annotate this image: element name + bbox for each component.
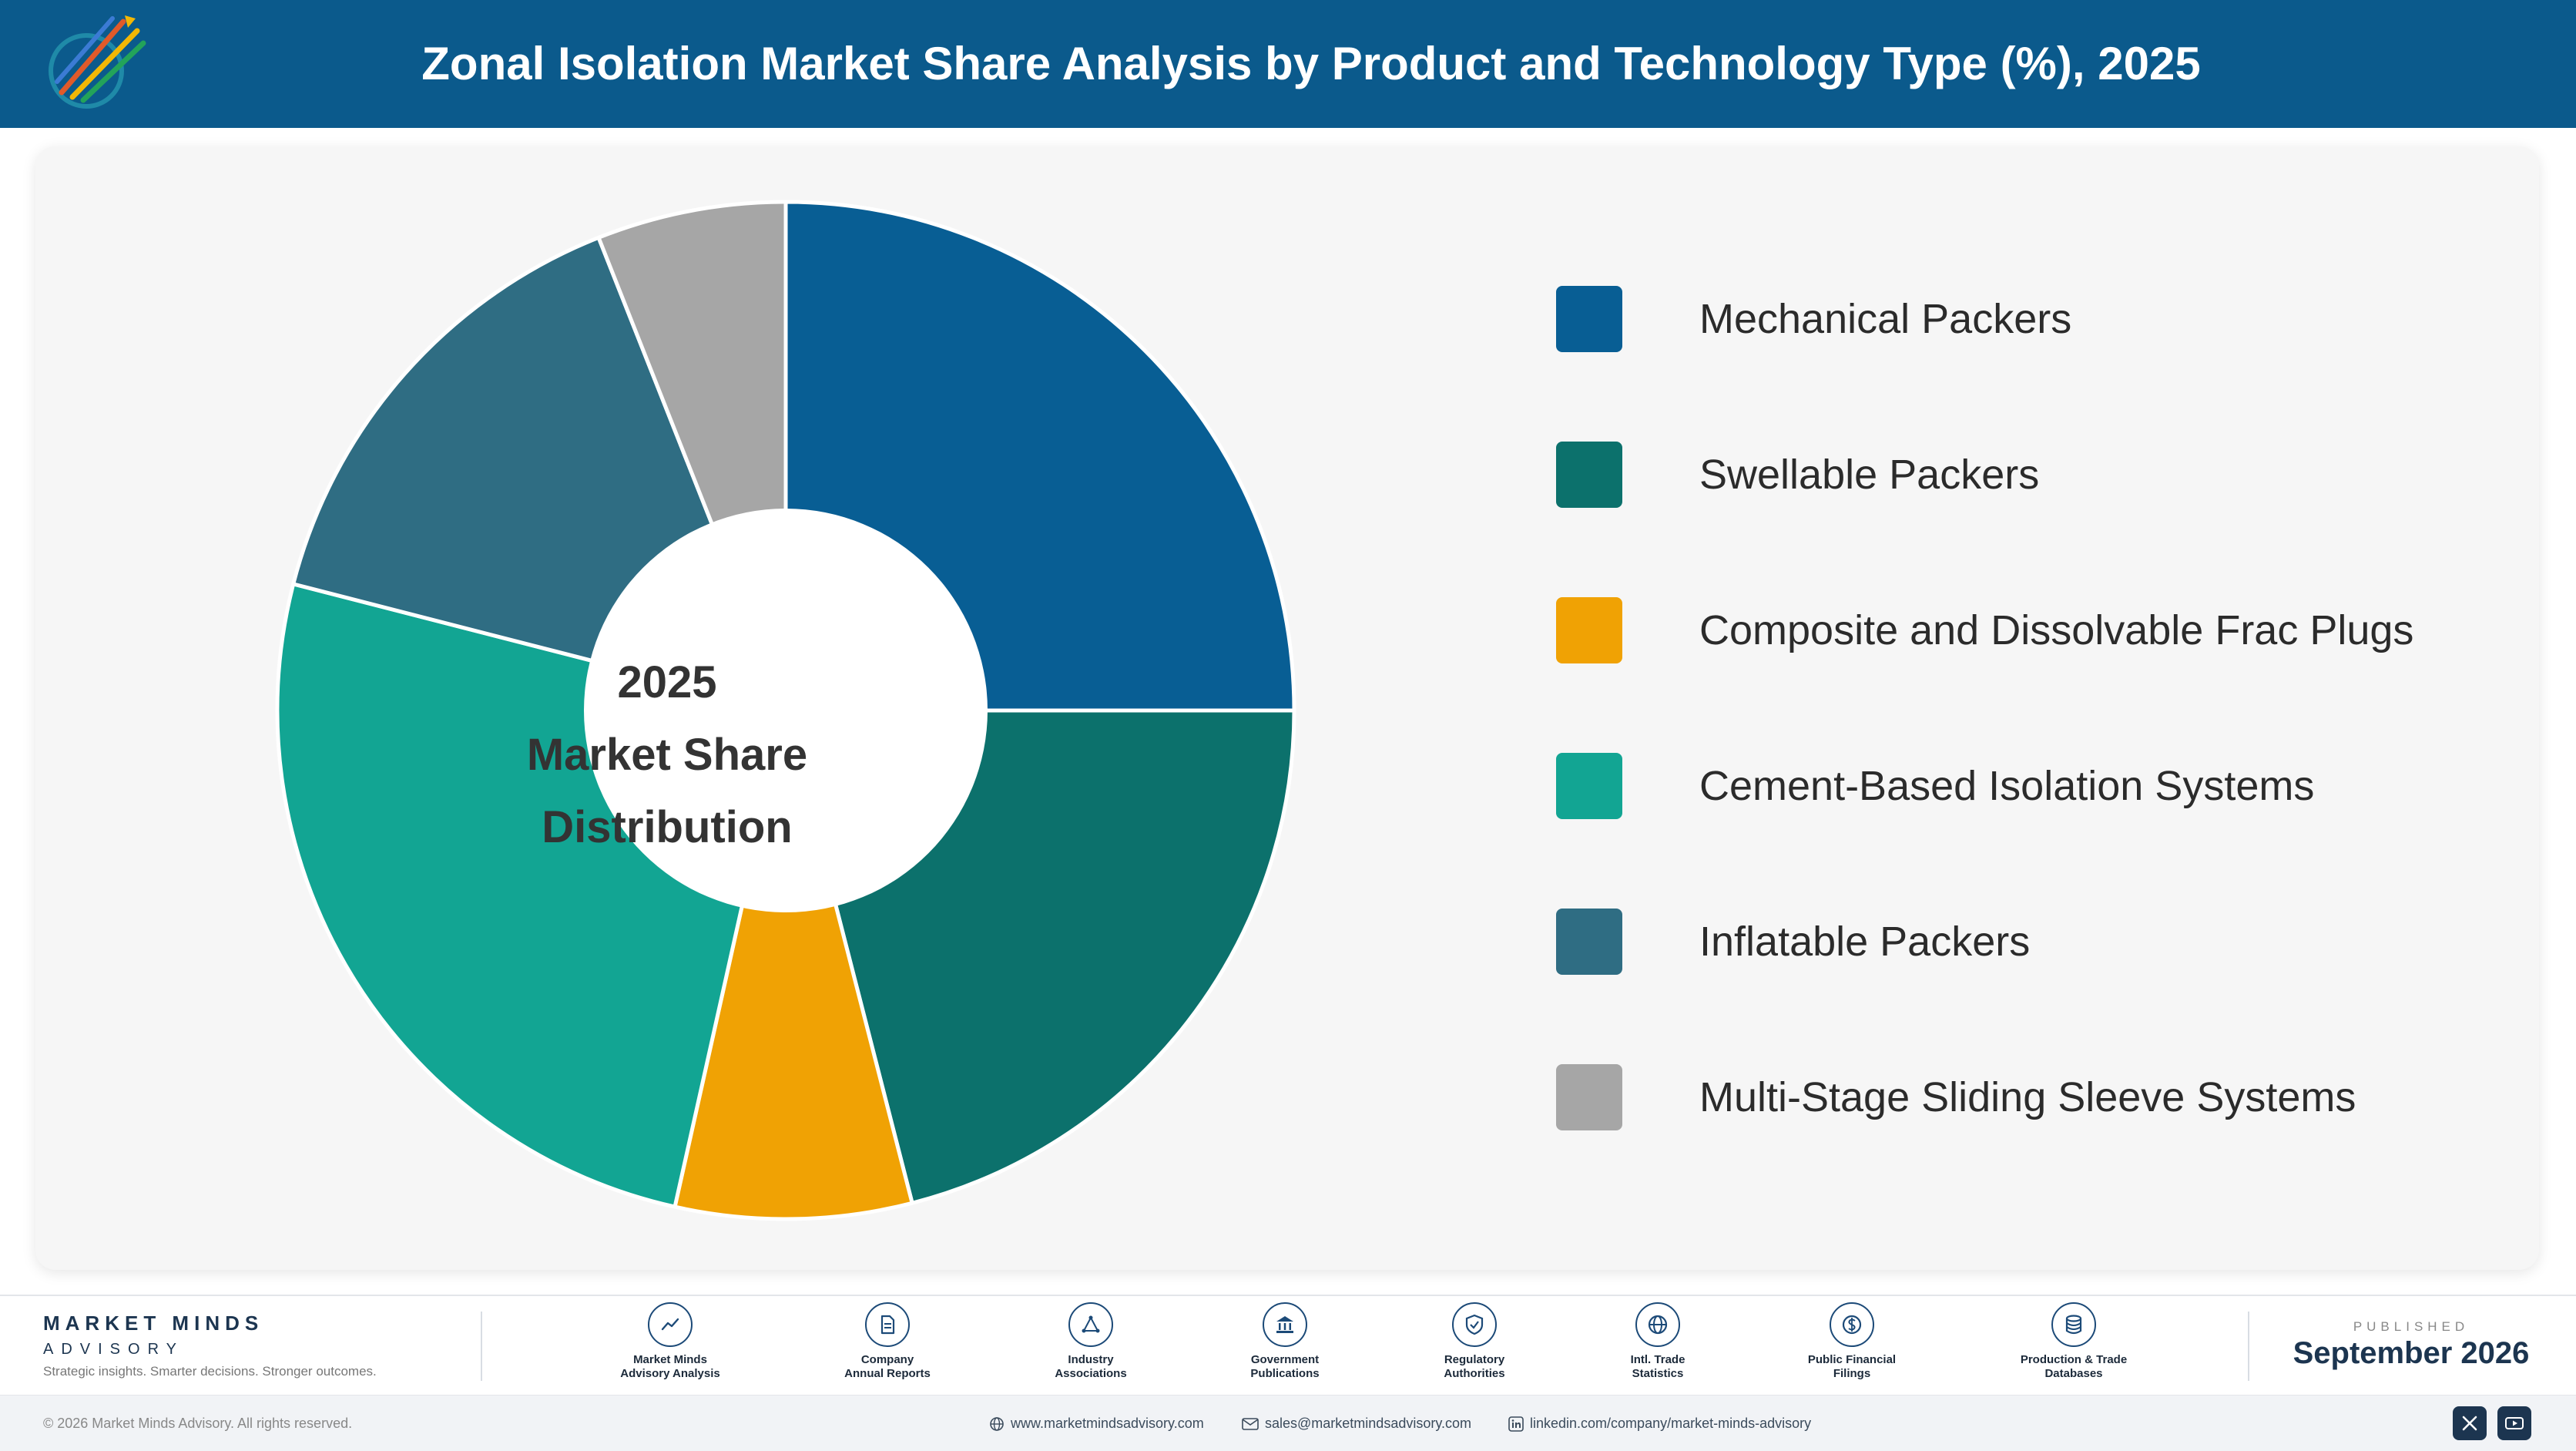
- source-item: Intl. Trade Statistics: [1581, 1302, 1735, 1381]
- legend-item-composite-and-dissolvable-frac-plugs: Composite and Dissolvable Frac Plugs: [1556, 597, 2519, 665]
- source-item: Company Annual Reports: [810, 1302, 964, 1381]
- legend-label: Composite and Dissolvable Frac Plugs: [1699, 607, 2414, 653]
- legend-label: Inflatable Packers: [1699, 919, 2031, 965]
- legend-label: Swellable Packers: [1699, 452, 2040, 498]
- company-logo: [49, 15, 146, 109]
- center-label-line2: Market Share: [526, 730, 808, 780]
- source-label: Regulatory Authorities: [1444, 1353, 1505, 1380]
- header-bar: Zonal Isolation Market Share Analysis by…: [0, 0, 2576, 128]
- legend-swatch: [1556, 909, 1622, 975]
- brand-subtitle: ADVISORY: [43, 1341, 184, 1358]
- bottom-bar: © 2026 Market Minds Advisory. All rights…: [0, 1395, 2576, 1451]
- website-link[interactable]: www.marketmindsadvisory.com: [989, 1396, 1204, 1451]
- legend-swatch: [1556, 597, 1622, 663]
- linkedin-icon: [1508, 1416, 1524, 1433]
- pie-slice-composite-and-dissolvable-frac-plugs: [673, 708, 914, 1221]
- linkedin-text: linkedin.com/company/market-minds-adviso…: [1530, 1416, 1812, 1431]
- legend-swatch: [1556, 1064, 1622, 1130]
- footer-divider: [481, 1312, 482, 1381]
- dollar-icon: [1830, 1302, 1874, 1347]
- source-label: Company Annual Reports: [844, 1353, 931, 1380]
- youtube-icon: [2505, 1417, 2524, 1429]
- legend-item-multi-stage-sliding-sleeve-systems: Multi-Stage Sliding Sleeve Systems: [1556, 1064, 2519, 1132]
- source-label: Production & Trade Databases: [2020, 1353, 2128, 1380]
- copyright-text: © 2026 Market Minds Advisory. All rights…: [43, 1416, 353, 1431]
- center-label-line3: Distribution: [542, 802, 793, 852]
- document-icon: [865, 1302, 910, 1347]
- page-title: Zonal Isolation Market Share Analysis by…: [421, 38, 2201, 89]
- shield-icon: [1452, 1302, 1497, 1347]
- email-link[interactable]: sales@marketmindsadvisory.com: [1242, 1396, 1471, 1451]
- source-label: Intl. Trade Statistics: [1630, 1353, 1685, 1380]
- legend-label: Multi-Stage Sliding Sleeve Systems: [1699, 1074, 2356, 1120]
- source-item: Market Minds Advisory Analysis: [593, 1302, 747, 1381]
- footer-divider: [2248, 1312, 2249, 1381]
- chart-card: 2025 Market Share Distribution Mechanica…: [35, 146, 2539, 1270]
- source-label: Government Publications: [1250, 1353, 1320, 1380]
- trend-icon: [648, 1302, 693, 1347]
- legend-item-mechanical-packers: Mechanical Packers: [1556, 286, 2519, 354]
- legend-swatch: [1556, 442, 1622, 508]
- government-icon: [1263, 1302, 1307, 1347]
- legend-item-inflatable-packers: Inflatable Packers: [1556, 909, 2519, 976]
- x-social-button[interactable]: [2453, 1406, 2487, 1440]
- published-date: September 2026: [2293, 1336, 2530, 1370]
- youtube-social-button[interactable]: [2497, 1406, 2531, 1440]
- legend-swatch: [1556, 753, 1622, 819]
- source-item: Public Financial Filings: [1775, 1302, 1929, 1381]
- source-item: Industry Associations: [1014, 1302, 1168, 1381]
- source-item: Regulatory Authorities: [1397, 1302, 1551, 1381]
- source-item: Production & Trade Databases: [1997, 1302, 2151, 1381]
- source-label: Market Minds Advisory Analysis: [620, 1353, 720, 1380]
- legend-item-cement-based-isolation-systems: Cement-Based Isolation Systems: [1556, 753, 2519, 821]
- globe-icon: [1635, 1302, 1680, 1347]
- legend-label: Cement-Based Isolation Systems: [1699, 763, 2315, 809]
- published-label: PUBLISHED: [2353, 1319, 2470, 1334]
- donut-center-label: 2025 Market Share Distribution: [513, 647, 821, 878]
- source-label: Industry Associations: [1055, 1353, 1127, 1380]
- donut-hole: [584, 509, 988, 912]
- brand-name: MARKET MINDS: [43, 1312, 264, 1335]
- footer: MARKET MINDS ADVISORY Strategic insights…: [0, 1295, 2576, 1396]
- globe-icon: [990, 1417, 1004, 1432]
- website-text: www.marketmindsadvisory.com: [1011, 1416, 1204, 1431]
- linkedin-link[interactable]: linkedin.com/company/market-minds-adviso…: [1508, 1396, 1811, 1451]
- x-icon: [2462, 1416, 2477, 1431]
- pie-chart: [275, 200, 1296, 1221]
- legend-item-swellable-packers: Swellable Packers: [1556, 442, 2519, 509]
- database-icon: [2051, 1302, 2096, 1347]
- email-text: sales@marketmindsadvisory.com: [1265, 1416, 1472, 1431]
- brand-tagline: Strategic insights. Smarter decisions. S…: [43, 1364, 377, 1379]
- network-icon: [1068, 1302, 1113, 1347]
- legend-swatch: [1556, 286, 1622, 352]
- center-label-year: 2025: [617, 657, 717, 707]
- source-item: Government Publications: [1208, 1302, 1362, 1381]
- source-label: Public Financial Filings: [1807, 1353, 1897, 1380]
- legend-label: Mechanical Packers: [1699, 296, 2072, 342]
- mail-icon: [1242, 1418, 1259, 1431]
